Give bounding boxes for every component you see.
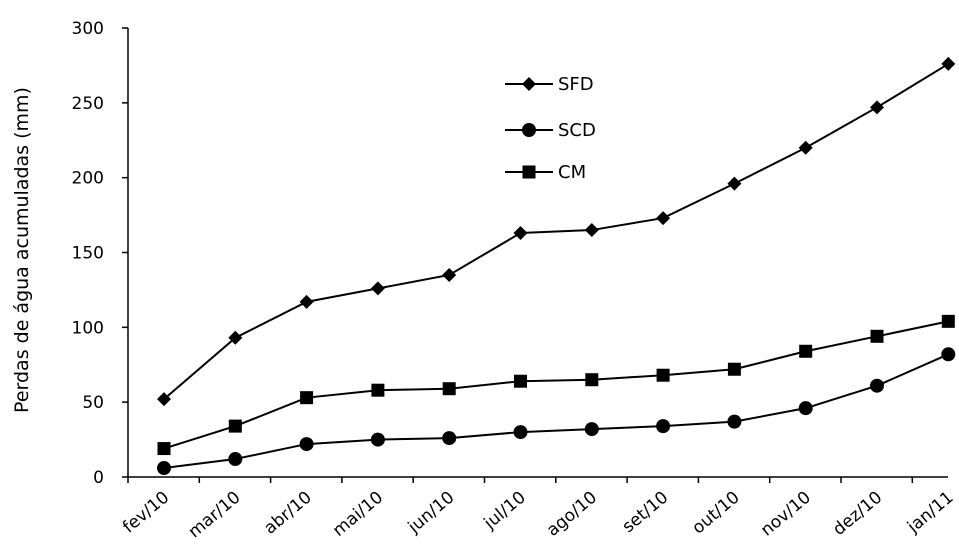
x-tick-label: abr/10 xyxy=(260,488,315,539)
data-point-circle xyxy=(798,401,813,416)
data-point-diamond xyxy=(584,223,599,238)
y-tick-label: 150 xyxy=(72,244,104,264)
y-tick-label: 50 xyxy=(82,393,104,413)
data-point-circle xyxy=(870,378,884,393)
x-tick-label: mar/10 xyxy=(185,488,245,543)
data-point-diamond xyxy=(727,176,742,191)
series-layer xyxy=(157,56,956,476)
data-point-circle xyxy=(157,461,171,476)
data-point-square xyxy=(870,329,884,343)
x-tick-label: dez/10 xyxy=(829,488,886,540)
x-tick-label: fev/10 xyxy=(119,488,173,538)
data-point-square xyxy=(941,314,955,328)
series-scd xyxy=(157,347,956,476)
series-cm xyxy=(157,314,955,456)
legend-entry: SCD xyxy=(505,120,596,141)
legend-marker xyxy=(522,77,536,91)
data-point-diamond xyxy=(798,140,813,155)
data-point-square xyxy=(585,373,599,387)
data-point-circle xyxy=(228,452,243,467)
data-point-diamond xyxy=(370,281,385,296)
y-tick-label: 0 xyxy=(93,468,104,488)
x-tick-label: mai/10 xyxy=(329,488,387,541)
x-tick-label: jun/10 xyxy=(404,488,459,538)
series-line xyxy=(163,320,949,450)
y-tick-label: 300 xyxy=(72,19,104,39)
data-point-square xyxy=(799,344,813,358)
legend-label: SFD xyxy=(558,74,594,95)
data-point-diamond xyxy=(656,211,671,226)
data-point-square xyxy=(228,419,242,433)
y-axis-title: Perdas de água acumuladas (mm) xyxy=(11,87,33,413)
y-tick-label: 100 xyxy=(72,318,104,338)
data-point-circle xyxy=(370,432,385,447)
data-point-circle xyxy=(941,347,956,362)
x-tick-label: ago/10 xyxy=(543,488,601,541)
data-point-square xyxy=(300,391,314,405)
x-tick-label: set/10 xyxy=(619,488,673,538)
data-point-diamond xyxy=(299,294,314,309)
data-point-circle xyxy=(442,431,457,446)
data-point-square xyxy=(656,368,670,382)
x-ticks: fev/10 mar/10 abr/10 mai/10 jun/10 jul/10 ago/… xyxy=(119,477,958,543)
legend-entry: CM xyxy=(505,162,586,183)
axes xyxy=(127,28,948,478)
y-ticks: 0 50 100 150 200 250 300 xyxy=(72,19,128,488)
data-point-square xyxy=(371,383,385,397)
y-tick-label: 250 xyxy=(72,94,104,114)
data-point-diamond xyxy=(442,267,457,282)
data-point-diamond xyxy=(870,100,884,115)
data-point-square xyxy=(157,442,171,456)
data-point-square xyxy=(514,374,527,388)
data-point-circle xyxy=(299,437,314,452)
series-line xyxy=(163,353,949,470)
y-tick-label: 200 xyxy=(72,169,104,189)
x-tick-label: jan/11 xyxy=(903,488,957,538)
x-tick-label: nov/10 xyxy=(757,488,815,541)
legend-label: SCD xyxy=(558,120,596,141)
data-point-diamond xyxy=(228,330,243,345)
series-line xyxy=(163,63,949,400)
legend-marker xyxy=(522,123,536,137)
data-point-square xyxy=(727,362,741,376)
data-point-circle xyxy=(656,419,671,434)
data-point-square xyxy=(442,382,456,396)
x-tick-label: out/10 xyxy=(688,488,743,539)
data-point-diamond xyxy=(157,392,171,407)
legend-marker xyxy=(522,165,536,179)
data-point-circle xyxy=(727,414,742,429)
data-point-circle xyxy=(584,422,599,437)
data-point-diamond xyxy=(941,56,956,71)
legend: SFD SCD CM xyxy=(505,74,596,183)
legend-label: CM xyxy=(558,162,586,183)
series-sfd xyxy=(157,56,956,407)
data-point-circle xyxy=(513,425,528,440)
data-point-diamond xyxy=(513,226,528,241)
x-tick-label: jul/10 xyxy=(480,488,530,535)
legend-entry: SFD xyxy=(505,74,594,95)
